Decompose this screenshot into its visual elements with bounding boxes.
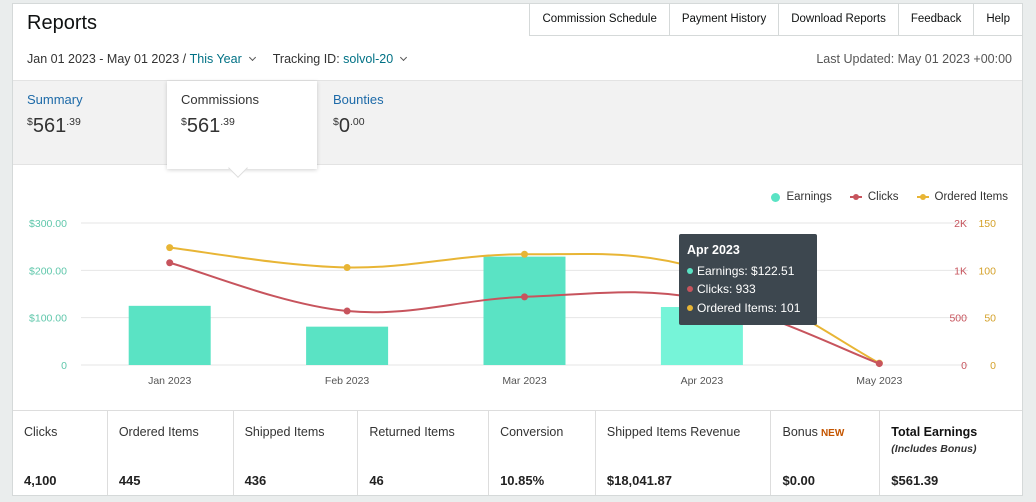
ordered-items-point (343, 263, 351, 271)
nav-help[interactable]: Help (973, 4, 1022, 35)
stat-total-earnings: Total Earnings (Includes Bonus) $561.39 (879, 411, 1022, 495)
tab-label: Summary (27, 92, 83, 107)
right-axis2-tick: 0 (990, 360, 996, 372)
tracking-id-dropdown[interactable]: solvol-20 (343, 52, 394, 66)
chart-tooltip: Apr 2023 Earnings: $122.51 Clicks: 933 O… (679, 234, 817, 325)
legend-earnings[interactable]: Earnings (771, 191, 832, 203)
x-axis-tick: Jan 2023 (148, 375, 191, 387)
ordered-items-point (521, 250, 528, 258)
clicks-point (875, 360, 883, 368)
right-axis-tick: 500 (949, 313, 967, 325)
right-axis-tick: 2K (954, 218, 967, 230)
legend-clicks-swatch (849, 194, 862, 200)
nav-payment-history[interactable]: Payment History (668, 4, 778, 35)
reports-panel: Reports Commission Schedule Payment Hist… (12, 3, 1023, 496)
earnings-bar (306, 326, 389, 365)
tab-amount: $0.00 (333, 115, 365, 137)
right-axis-tick: 0 (961, 360, 967, 372)
stat-shipped-items: Shipped Items 436 (232, 411, 358, 495)
left-axis-tick: $300.00 (29, 218, 67, 230)
left-axis-tick: $100.00 (29, 313, 67, 325)
filter-bar: Jan 01 2023 - May 01 2023 / This Year Tr… (27, 52, 408, 66)
top-nav: Commission Schedule Payment History Down… (529, 4, 1022, 36)
date-range: Jan 01 2023 - May 01 2023 / (27, 52, 187, 66)
tab-bounties[interactable]: Bounties $0.00 (319, 81, 469, 166)
summary-tabs: Summary $561.39 Commissions $561.39 Boun… (13, 80, 1022, 169)
tab-amount: $561.39 (27, 115, 81, 137)
legend-earnings-swatch (771, 192, 781, 202)
x-axis-tick: Mar 2023 (502, 375, 547, 387)
x-axis-tick: Apr 2023 (681, 375, 724, 387)
tab-summary[interactable]: Summary $561.39 (13, 81, 167, 166)
clicks-point (343, 307, 351, 315)
chevron-down-icon[interactable] (248, 53, 256, 62)
nav-download-reports[interactable]: Download Reports (778, 4, 898, 35)
date-preset-dropdown[interactable]: This Year (189, 52, 242, 66)
right-axis-tick: 1K (954, 265, 967, 277)
tab-label: Commissions (181, 92, 260, 107)
new-badge: NEW (820, 428, 845, 439)
tooltip-clicks: Clicks: 933 (687, 280, 809, 299)
nav-commission-schedule[interactable]: Commission Schedule (542, 13, 657, 25)
tooltip-title: Apr 2023 (687, 243, 740, 257)
stat-clicks: Clicks 4,100 (24, 425, 58, 488)
stat-conversion: Conversion 10.85% (488, 411, 595, 495)
chart-legend: Earnings Clicks Ordered Items (771, 191, 1008, 203)
x-axis-tick: May 2023 (856, 375, 902, 387)
left-axis-tick: $200.00 (29, 265, 67, 277)
stat-bonus: Bonus NEW $0.00 (770, 411, 879, 495)
tab-commissions[interactable]: Commissions $561.39 (167, 81, 317, 169)
clicks-point (521, 293, 528, 301)
ordered-items-point (166, 244, 174, 252)
page-title: Reports (27, 12, 98, 34)
x-axis-tick: Feb 2023 (325, 375, 370, 387)
legend-ordered-swatch (916, 194, 929, 200)
stat-ordered-items: Ordered Items 445 (106, 411, 233, 495)
tooltip-ordered: Ordered Items: 101 (687, 299, 809, 318)
tab-amount: $561.39 (181, 115, 235, 137)
tracking-label: Tracking ID: (272, 52, 340, 66)
last-updated: Last Updated: May 01 2023 +00:00 (816, 52, 1012, 66)
left-axis-tick: 0 (61, 360, 67, 372)
nav-feedback[interactable]: Feedback (897, 4, 974, 35)
chart-area: $300.00 2K 150 $200.00 1K 100 $100.00 500 50 0 0 0 J… (13, 166, 1022, 410)
legend-clicks[interactable]: Clicks (849, 191, 899, 203)
chevron-down-icon[interactable] (400, 53, 408, 62)
earnings-bar (483, 256, 566, 365)
right-axis2-tick: 100 (978, 265, 996, 277)
stats-row: Clicks 4,100 Ordered Items 445 Shipped I… (13, 410, 1022, 495)
right-axis2-tick: 50 (984, 313, 996, 325)
tab-label: Bounties (333, 92, 384, 107)
right-axis2-tick: 150 (978, 218, 996, 230)
earnings-bar (128, 305, 211, 365)
legend-ordered-items[interactable]: Ordered Items (916, 191, 1008, 203)
tooltip-earnings: Earnings: $122.51 (687, 262, 809, 281)
stat-shipped-revenue: Shipped Items Revenue $18,041.87 (594, 411, 771, 495)
stat-returned-items: Returned Items 46 (357, 411, 488, 495)
clicks-point (166, 259, 174, 267)
